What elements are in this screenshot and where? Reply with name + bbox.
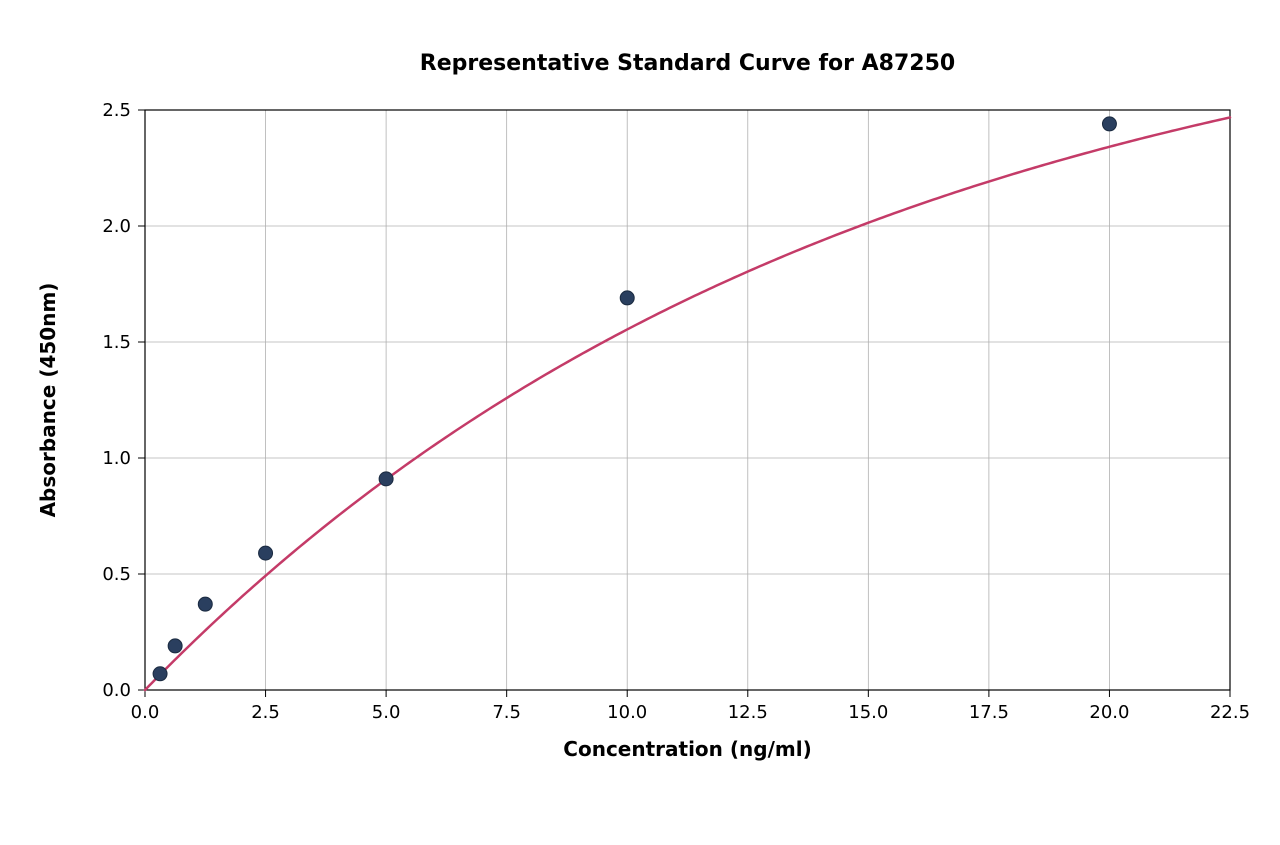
x-tick-label: 10.0 [607,702,647,723]
x-tick-label: 2.5 [251,702,280,723]
chart-container: 0.0 2.5 5.0 7.5 10.0 12.5 15.0 17.5 20.0 22.5 0.0 0… [0,0,1280,845]
y-tick-label: 2.0 [102,216,131,237]
x-tick-label: 5.0 [372,702,401,723]
y-tick-label: 1.0 [102,448,131,469]
data-point [198,597,212,611]
x-tick-label: 15.0 [848,702,888,723]
y-tick-label: 0.5 [102,564,131,585]
data-point [1102,117,1116,131]
x-tick-label: 22.5 [1210,702,1250,723]
data-point [620,291,634,305]
y-axis-label: Absorbance (450nm) [36,283,60,518]
x-tick-label: 20.0 [1089,702,1129,723]
data-point [168,639,182,653]
x-tick-label: 0.0 [131,702,160,723]
x-tick-label: 12.5 [728,702,768,723]
y-tick-label: 2.5 [102,100,131,121]
data-point [153,667,167,681]
x-axis-label: Concentration (ng/ml) [563,737,811,761]
data-point [259,546,273,560]
x-tick-label: 7.5 [492,702,521,723]
y-tick-label: 0.0 [102,680,131,701]
chart-title: Representative Standard Curve for A87250 [420,51,955,76]
y-tick-label: 1.5 [102,332,131,353]
standard-curve-chart: 0.0 2.5 5.0 7.5 10.0 12.5 15.0 17.5 20.0 22.5 0.0 0… [0,0,1280,845]
data-point [379,472,393,486]
x-tick-label: 17.5 [969,702,1009,723]
